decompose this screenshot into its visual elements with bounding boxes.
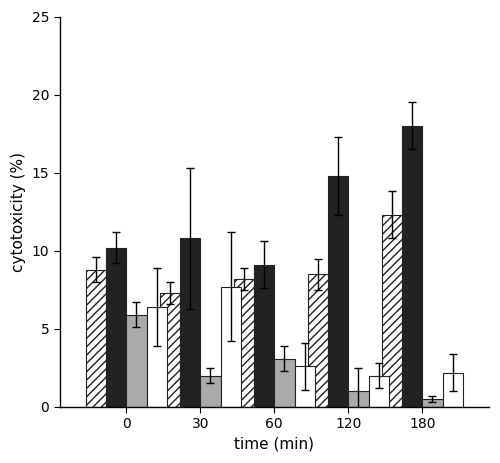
- Bar: [442, 373, 463, 407]
- Bar: [382, 215, 402, 407]
- Bar: [422, 399, 442, 407]
- Bar: [160, 293, 180, 407]
- Bar: [254, 265, 274, 407]
- Bar: [368, 375, 389, 407]
- Bar: [274, 358, 294, 407]
- Bar: [180, 238, 201, 407]
- Bar: [106, 248, 126, 407]
- Bar: [348, 391, 368, 407]
- Bar: [308, 274, 328, 407]
- Bar: [328, 176, 348, 407]
- Bar: [294, 366, 315, 407]
- Bar: [126, 315, 146, 407]
- Bar: [86, 269, 106, 407]
- X-axis label: time (min): time (min): [234, 437, 314, 452]
- Bar: [200, 375, 220, 407]
- Y-axis label: cytotoxicity (%): cytotoxicity (%): [11, 152, 26, 272]
- Bar: [220, 287, 241, 407]
- Bar: [234, 279, 254, 407]
- Bar: [146, 307, 167, 407]
- Bar: [402, 126, 422, 407]
